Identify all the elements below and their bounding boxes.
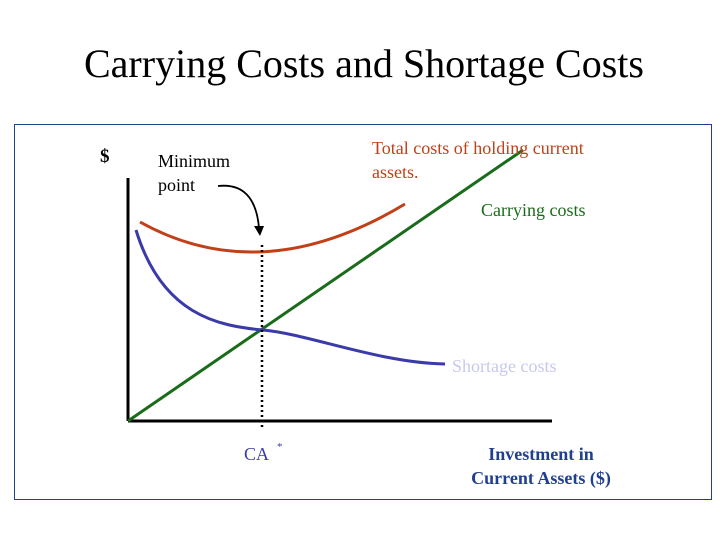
minimum-label-line1: Minimum — [158, 151, 230, 171]
x-axis-label-line2: Current Assets ($) — [471, 468, 611, 489]
total-costs-label-line2: assets. — [372, 162, 419, 182]
optimum-ca-label: CA — [244, 444, 269, 464]
carrying-costs-line — [127, 148, 524, 423]
shortage-costs-label: Shortage costs — [452, 356, 556, 376]
minimum-label-line2: point — [158, 175, 195, 195]
diagram-frame — [14, 124, 712, 500]
page-title: Carrying Costs and Shortage Costs — [84, 41, 644, 86]
minimum-point-arrow — [217, 184, 260, 229]
arrowhead-icon — [254, 226, 264, 236]
x-axis-label-line1: Investment in — [488, 444, 594, 464]
total-costs-curve — [139, 202, 406, 254]
optimum-ca-superscript: * — [277, 441, 283, 453]
carrying-costs-label: Carrying costs — [481, 200, 585, 220]
total-costs-label-line1: Total costs of holding current — [372, 138, 584, 158]
y-axis-label: $ — [100, 146, 110, 167]
